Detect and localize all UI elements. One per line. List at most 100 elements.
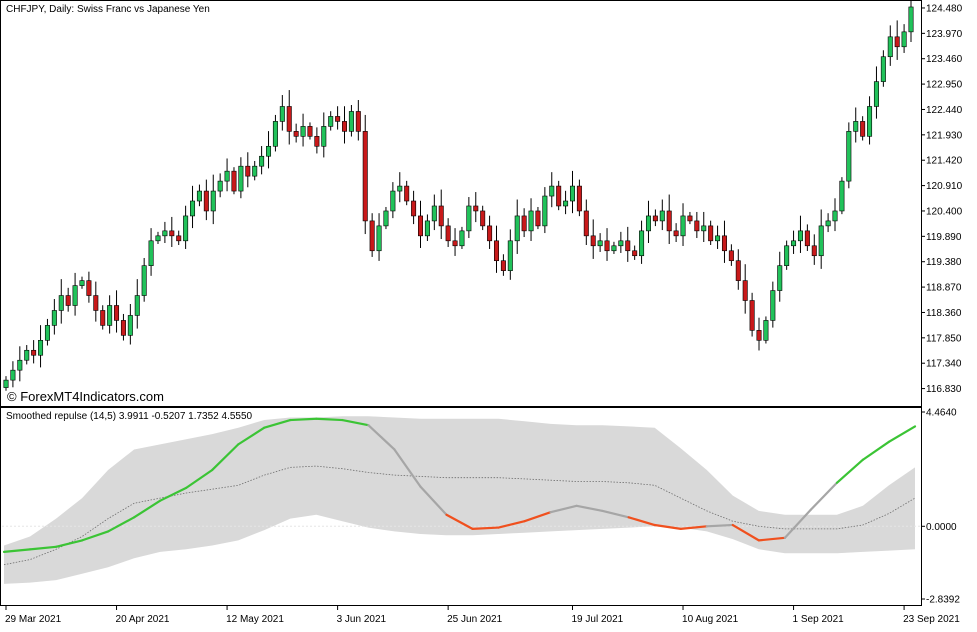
- candle: [632, 246, 636, 260]
- bear-candle-body: [750, 301, 754, 331]
- candle: [494, 226, 498, 273]
- bull-candle-body: [508, 241, 512, 271]
- bull-candle-body: [467, 206, 471, 231]
- bear-candle-body: [439, 206, 443, 226]
- bull-candle-body: [73, 286, 77, 306]
- candle: [356, 100, 360, 140]
- candle: [529, 198, 533, 241]
- bull-candle-body: [107, 305, 111, 325]
- bear-candle-body: [453, 241, 457, 246]
- candle: [322, 112, 326, 157]
- candle: [38, 325, 42, 367]
- bear-candle-body: [308, 126, 312, 136]
- bull-candle-body: [798, 231, 802, 241]
- price-axis-label: 123.970: [926, 29, 963, 40]
- bear-candle-body: [632, 251, 636, 256]
- candle: [94, 282, 98, 322]
- candle: [854, 107, 858, 142]
- bull-candle-body: [598, 241, 602, 246]
- bull-candle-body: [135, 296, 139, 316]
- chart-title: CHFJPY, Daily: Swiss Franc vs Japanese Y…: [6, 4, 210, 15]
- candle: [515, 200, 519, 254]
- time-axis-label: 12 May 2021: [226, 614, 284, 625]
- candle: [135, 279, 139, 328]
- bear-candle-body: [94, 296, 98, 311]
- candle: [805, 224, 809, 251]
- candle: [315, 127, 319, 153]
- bull-candle-body: [612, 246, 616, 251]
- bull-candle-body: [619, 241, 623, 246]
- candle: [556, 181, 560, 210]
- time-axis-label: 25 Jun 2021: [447, 614, 502, 625]
- price-axis-label: 124.480: [926, 3, 963, 14]
- time-axis-label: 3 Jun 2021: [337, 614, 387, 625]
- bear-candle-body: [66, 296, 70, 306]
- bear-candle-body: [87, 281, 91, 296]
- bull-candle-body: [840, 181, 844, 211]
- bear-candle-body: [501, 261, 505, 271]
- bull-candle-body: [253, 166, 257, 176]
- indicator-axis-label: -2.8392: [926, 595, 960, 606]
- candle: [743, 264, 747, 313]
- price-axis-label: 122.950: [926, 80, 963, 91]
- bear-candle-body: [577, 186, 581, 211]
- bull-candle-body: [149, 241, 153, 266]
- bull-candle-body: [909, 7, 913, 32]
- candle: [598, 233, 602, 252]
- candle: [736, 249, 740, 289]
- bull-candle-body: [4, 380, 8, 387]
- candle: [25, 345, 29, 364]
- repulse-line-segment: [837, 460, 863, 483]
- bear-candle-body: [363, 131, 367, 221]
- candle: [280, 95, 284, 131]
- candle: [874, 66, 878, 118]
- bull-candle-body: [11, 370, 15, 380]
- price-axis-label: 117.340: [926, 359, 962, 370]
- candle: [170, 217, 174, 247]
- candle: [487, 216, 491, 249]
- bear-candle-body: [342, 121, 346, 131]
- candle: [508, 229, 512, 279]
- bull-candle-body: [259, 156, 263, 166]
- candle: [722, 221, 726, 263]
- bear-candle-body: [418, 216, 422, 236]
- bear-candle-body: [895, 37, 899, 47]
- candle: [287, 90, 291, 144]
- bear-candle-body: [121, 320, 125, 335]
- bear-candle-body: [370, 221, 374, 251]
- time-axis-label: 10 Aug 2021: [682, 614, 739, 625]
- candle: [218, 173, 222, 197]
- time-axis-label: 29 Mar 2021: [5, 614, 62, 625]
- bull-candle-body: [432, 206, 436, 221]
- candle: [253, 161, 257, 180]
- price-axis-label: 121.420: [926, 156, 963, 167]
- candle: [301, 114, 305, 147]
- bear-candle-body: [522, 216, 526, 231]
- candle: [501, 254, 505, 276]
- bear-candle-body: [101, 310, 105, 325]
- price-axis-label: 118.870: [926, 283, 962, 294]
- candle: [259, 146, 263, 174]
- candle: [480, 206, 484, 230]
- bull-candle-body: [391, 191, 395, 211]
- candle: [646, 201, 650, 243]
- time-axis-label: 23 Sep 2021: [903, 614, 960, 625]
- bull-candle-body: [142, 266, 146, 296]
- bear-candle-body: [480, 211, 484, 226]
- price-panel-border: [1, 1, 922, 407]
- candle: [895, 20, 899, 60]
- bull-candle-body: [225, 171, 229, 181]
- candle: [840, 177, 844, 214]
- candle: [791, 231, 795, 254]
- bull-candle-body: [425, 221, 429, 236]
- repulse-band-area: [4, 416, 915, 584]
- bear-candle-body: [536, 211, 540, 226]
- bear-candle-body: [743, 281, 747, 301]
- candle: [335, 106, 339, 129]
- bull-candle-body: [266, 146, 270, 156]
- repulse-line-segment: [290, 419, 316, 420]
- time-axis-label: 1 Sep 2021: [793, 614, 845, 625]
- bull-candle-body: [38, 340, 42, 355]
- candle: [177, 231, 181, 245]
- candle: [328, 111, 332, 130]
